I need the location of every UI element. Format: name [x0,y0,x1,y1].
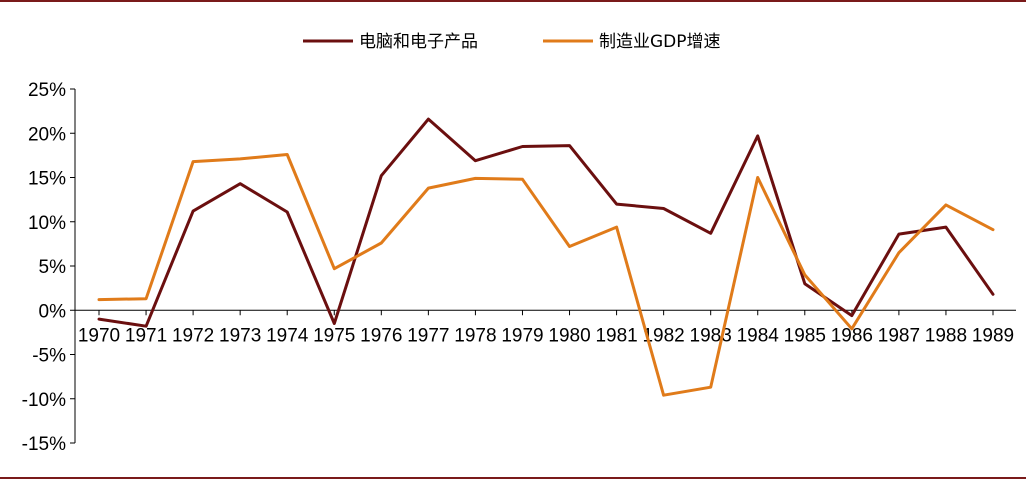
x-tick-label: 1986 [831,325,873,346]
y-tick-label: -5% [32,346,66,367]
x-tick-label: 1983 [690,325,732,346]
x-tick-label: 1988 [925,325,967,346]
x-tick-label: 1975 [313,325,355,346]
x-tick-label: 1985 [784,325,826,346]
y-tick-label: 25% [28,80,66,101]
x-tick-label: 1984 [737,325,780,346]
x-tick-label: 1973 [219,325,261,346]
legend: 电脑和电子产品 制造业GDP增速 [303,32,721,52]
y-tick-label: 0% [39,301,67,322]
y-tick-label: 5% [39,257,67,278]
legend-label-1: 电脑和电子产品 [359,32,478,52]
y-tick-label: -15% [22,434,66,455]
series-line-1 [97,117,995,328]
y-axis: 25% 20% 15% 10% 5% 0% -5% -10% -15% [22,80,76,455]
y-tick-label: 20% [28,124,66,145]
x-tick-label: 1982 [642,325,684,346]
bottom-border [0,477,1026,479]
x-tick-label: 1989 [972,325,1014,346]
x-tick-label: 1981 [595,325,637,346]
x-tick-label: 1977 [407,325,449,346]
series-group [97,117,995,397]
x-tick-label: 1980 [548,325,590,346]
y-tick-label: 10% [28,213,66,234]
y-tick-label: -10% [22,390,66,411]
x-tick-label: 1972 [172,325,214,346]
x-tick-label: 1979 [501,325,543,346]
legend-label-2: 制造业GDP增速 [599,32,721,52]
x-tick-label: 1987 [878,325,920,346]
x-tick-label: 1970 [78,325,120,346]
x-tick-label: 1976 [360,325,402,346]
series-line-2 [97,153,995,397]
x-axis: 1970 1971 1972 1973 1974 1975 1976 1977 1978 1979… [75,309,1016,346]
x-tick-label: 1971 [125,325,167,346]
x-tick-label: 1974 [266,325,309,346]
top-border [0,0,1026,2]
y-tick-label: 15% [28,169,66,190]
x-tick-label: 1978 [454,325,496,346]
